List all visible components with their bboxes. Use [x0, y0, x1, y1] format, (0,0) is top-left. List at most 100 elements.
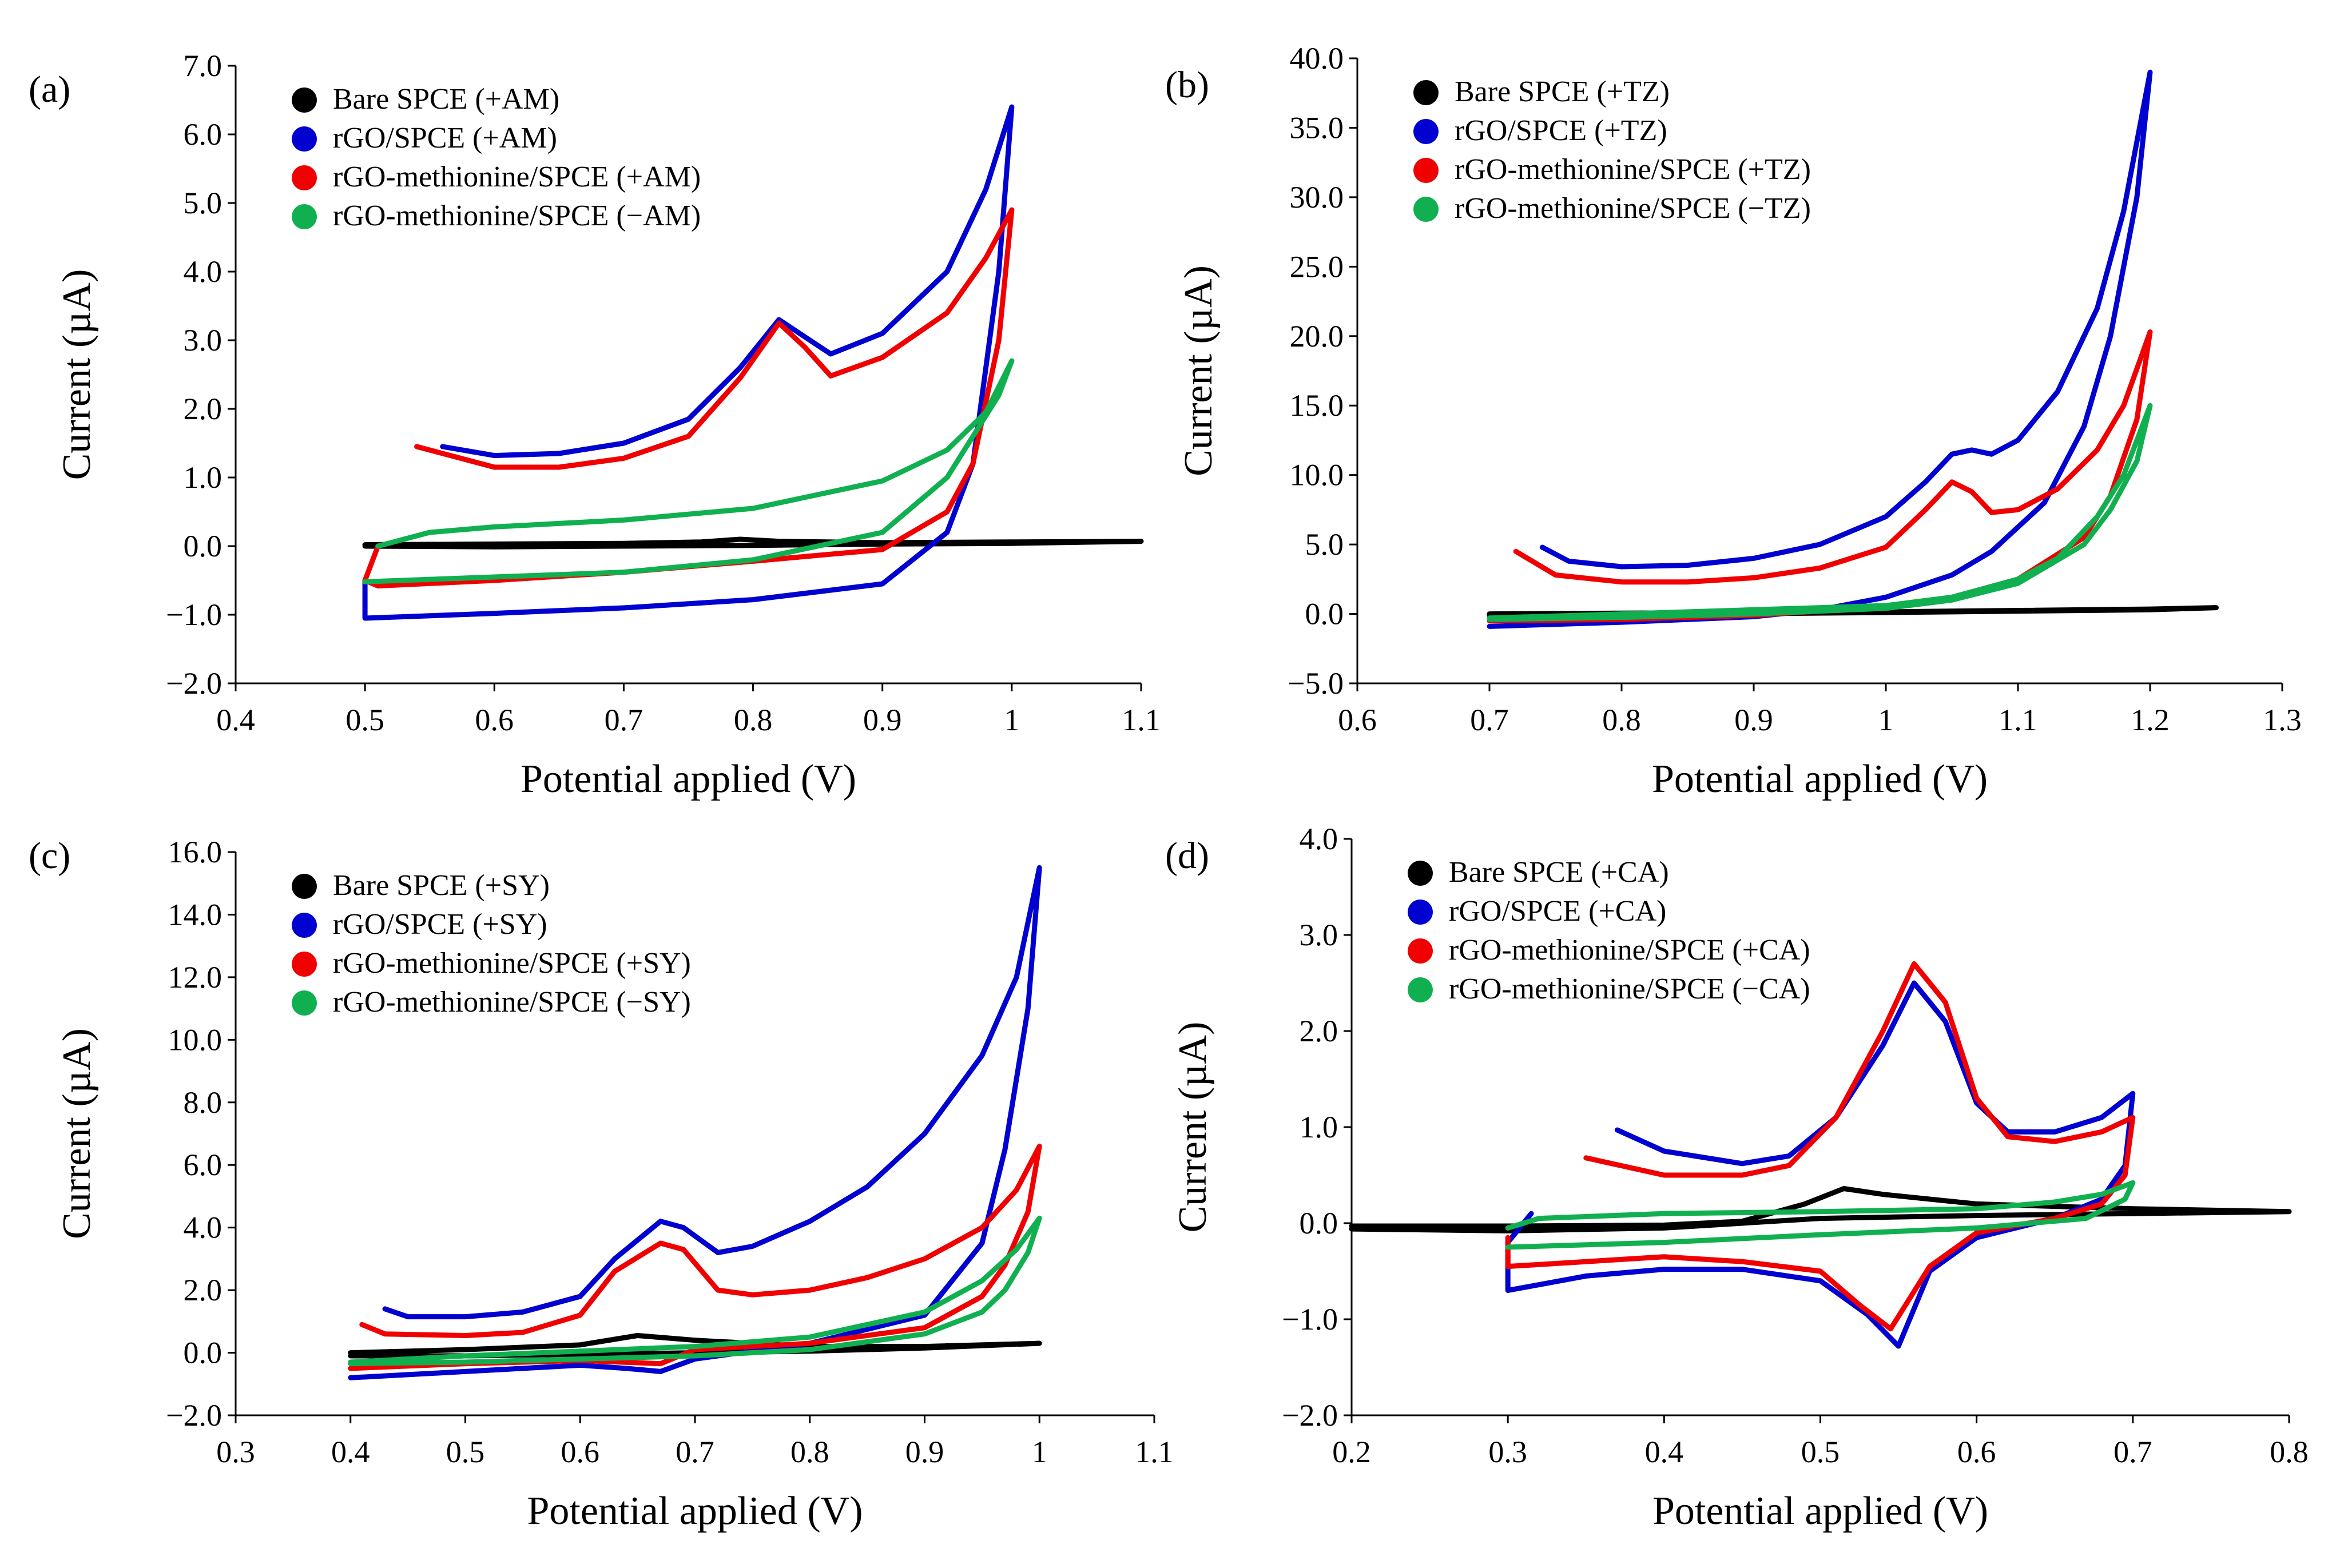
- y-tick-label: 6.0: [184, 1148, 223, 1182]
- panel-c: (c) −2.0 0.0 2.0 4.0 6.0 8.0 10.0 12.0 14.0 16.0 0.…: [29, 835, 1174, 1533]
- legend-marker: [292, 952, 317, 977]
- y-tick-label: 6.0: [184, 117, 223, 152]
- y-axis-title: Current (µA): [55, 1028, 99, 1239]
- series-line-1: [1349, 1186, 2292, 1233]
- x-tick-label: 1: [1004, 703, 1019, 737]
- legend-entry: Bare SPCE (+CA): [1449, 856, 1669, 889]
- y-tick-label: 0.0: [1300, 1206, 1338, 1240]
- legend-entry: rGO-methionine/SPCE (+CA): [1449, 934, 1810, 966]
- legend-marker: [1408, 861, 1433, 886]
- panel-b: (b) −5.0 0.0 5.0 10.0 15.0 20.0 25.0 30.0 35.0 40.…: [1165, 41, 2302, 801]
- x-tick-label: 0.3: [216, 1435, 255, 1469]
- legend-marker: [292, 87, 317, 113]
- y-tick-label: 5.0: [1305, 527, 1344, 562]
- y-tick-label: 14.0: [168, 897, 223, 932]
- y-tick-label: 25.0: [1290, 249, 1344, 284]
- y-tick-label: 0.0: [184, 1336, 223, 1370]
- y-tick-label: 4.0: [184, 1211, 223, 1245]
- y-tick-label: −2.0: [1282, 1398, 1338, 1432]
- legend-entry: rGO/SPCE (+AM): [333, 122, 557, 154]
- x-tick-label: 0.8: [1602, 703, 1641, 737]
- series-line-2: [362, 104, 1015, 621]
- x-tick-label: 0.8: [790, 1435, 829, 1469]
- legend-entry: Bare SPCE (+SY): [333, 869, 550, 902]
- y-axis-title: Current (µA): [1171, 1022, 1215, 1233]
- y-tick-label: 7.0: [184, 49, 223, 83]
- x-tick-label: 1.3: [2263, 703, 2302, 737]
- legend-marker: [292, 874, 317, 899]
- x-tick-label: 0.6: [1957, 1435, 1996, 1469]
- legend-entry: rGO/SPCE (+SY): [333, 908, 547, 941]
- legend-marker: [1413, 158, 1439, 183]
- y-tick-label: 2.0: [184, 392, 223, 426]
- y-tick-label: 2.0: [1300, 1014, 1338, 1048]
- x-tick-label: 0.4: [331, 1435, 370, 1469]
- x-tick-label: 1.1: [1999, 703, 2037, 737]
- x-tick-label: 0.3: [1488, 1435, 1527, 1469]
- series-line-2: [1487, 69, 2153, 629]
- legend-marker: [292, 913, 317, 938]
- series-line-3: [1505, 961, 2136, 1332]
- y-tick-label: 35.0: [1290, 110, 1344, 145]
- x-tick-label: 0.6: [1338, 703, 1377, 737]
- legend-entry: rGO-methionine/SPCE (+TZ): [1455, 153, 1811, 186]
- series-line-2: [1505, 980, 2136, 1349]
- panel-d: (d) −2.0 −1.0 0.0 1.0 2.0 3.0 4.0 0.2 0.3 0.4 0.5 0.…: [1165, 822, 2309, 1533]
- legend-marker: [1413, 119, 1439, 144]
- y-tick-label: 10.0: [1290, 458, 1344, 492]
- legend-entry: rGO/SPCE (+TZ): [1455, 114, 1667, 147]
- x-tick-label: 0.7: [676, 1435, 714, 1469]
- legend-marker: [1413, 197, 1439, 222]
- x-axis-title: Potential applied (V): [527, 1489, 863, 1533]
- y-tick-label: 4.0: [1300, 822, 1338, 856]
- y-tick-label: 12.0: [168, 960, 223, 994]
- y-tick-label: 15.0: [1290, 388, 1344, 423]
- y-axis-title: Current (µA): [55, 269, 99, 480]
- legend-entry: rGO-methionine/SPCE (−TZ): [1455, 192, 1811, 225]
- y-tick-label: 1.0: [184, 460, 223, 495]
- series-line-1: [362, 536, 1144, 550]
- y-tick-label: 40.0: [1290, 41, 1344, 75]
- legend-marker: [1408, 977, 1433, 1002]
- x-tick-label: 0.4: [1645, 1435, 1684, 1469]
- y-tick-label: −2.0: [166, 666, 222, 701]
- legend-marker: [292, 126, 317, 152]
- series-line-4: [362, 358, 1015, 584]
- panel-a: (a) −2.0 −1.0 0.0 1.0 2.0 3.0 4.0 5.0 6.0 7.0 0.4 0.…: [29, 49, 1161, 801]
- legend-entry: Bare SPCE (+TZ): [1455, 75, 1670, 108]
- series-line-1: [348, 1333, 1042, 1359]
- y-tick-label: 2.0: [184, 1273, 223, 1307]
- x-tick-label: 0.6: [561, 1435, 600, 1469]
- x-tick-label: 1: [1878, 703, 1894, 737]
- series-line-3: [1487, 329, 2153, 624]
- y-tick-label: −1.0: [166, 598, 222, 632]
- panel-a-label: (a): [29, 69, 70, 110]
- legend-entry: rGO-methionine/SPCE (−CA): [1449, 973, 1810, 1005]
- x-tick-label: 0.7: [605, 703, 643, 737]
- series-line-4: [348, 1215, 1042, 1367]
- x-tick-label: 0.9: [863, 703, 902, 737]
- y-tick-label: 3.0: [1300, 918, 1338, 952]
- legend-entry: rGO/SPCE (+CA): [1449, 895, 1666, 928]
- x-tick-label: 0.7: [2113, 1435, 2152, 1469]
- legend-entry: rGO-methionine/SPCE (−AM): [333, 200, 701, 232]
- y-tick-label: 30.0: [1290, 180, 1344, 214]
- y-tick-label: 8.0: [184, 1085, 223, 1120]
- y-tick-label: 0.0: [184, 529, 223, 563]
- panel-b-label: (b): [1165, 64, 1209, 106]
- x-tick-label: 0.2: [1332, 1435, 1371, 1469]
- series-line-2: [348, 865, 1042, 1380]
- x-tick-label: 0.4: [216, 703, 255, 737]
- y-axis-title: Current (µA): [1177, 265, 1221, 476]
- legend-entry: rGO-methionine/SPCE (−SY): [333, 986, 691, 1018]
- x-tick-label: 0.8: [734, 703, 773, 737]
- x-tick-label: 0.5: [1801, 1435, 1840, 1469]
- x-axis-title: Potential applied (V): [1652, 757, 1988, 801]
- legend-marker: [1408, 900, 1433, 925]
- y-tick-label: 20.0: [1290, 319, 1344, 353]
- x-axis-title: Potential applied (V): [1652, 1489, 1988, 1533]
- panel-d-label: (d): [1165, 835, 1209, 877]
- y-tick-label: 10.0: [168, 1022, 223, 1057]
- x-tick-label: 1: [1032, 1435, 1047, 1469]
